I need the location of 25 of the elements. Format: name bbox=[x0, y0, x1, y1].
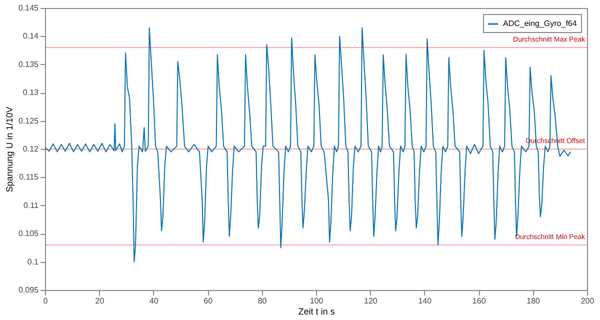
x-tick-label: 120 bbox=[364, 296, 378, 306]
y-tick-label: 0.115 bbox=[19, 172, 40, 182]
y-tick-label: 0.13 bbox=[22, 88, 40, 98]
y-tick-label: 0.105 bbox=[18, 229, 40, 238]
y-tick-label: 0.1 bbox=[27, 257, 40, 266]
x-tick-label: 20 bbox=[95, 296, 105, 306]
x-tick-label: 140 bbox=[418, 296, 432, 306]
y-tick-label: 0.125 bbox=[18, 116, 40, 126]
y-tick-label: 0.12 bbox=[22, 144, 40, 154]
x-tick-label: 160 bbox=[472, 296, 486, 306]
x-tick-label: 60 bbox=[204, 296, 214, 306]
y-tick-label: 0.11 bbox=[24, 200, 40, 210]
y-tick-label: 0.145 bbox=[18, 4, 40, 12]
y-tick-label: 0.14 bbox=[22, 32, 40, 41]
x-tick-label: 100 bbox=[310, 296, 324, 306]
x-axis-title: Zeit t in s bbox=[298, 306, 336, 316]
y-axis-title: Spannung U in 1/10V bbox=[4, 106, 14, 192]
x-tick-label: 180 bbox=[526, 296, 541, 306]
x-tick-label: 40 bbox=[149, 296, 159, 306]
y-tick-label: 0.135 bbox=[18, 60, 40, 69]
y-tick-label: 0.095 bbox=[18, 286, 40, 294]
x-tick-label: 200 bbox=[580, 296, 595, 306]
x-tick-label: 80 bbox=[258, 296, 268, 306]
x-tick-label: 0 bbox=[43, 296, 48, 306]
legend-label: ADC_eing_Gyro_f64 bbox=[503, 19, 578, 28]
